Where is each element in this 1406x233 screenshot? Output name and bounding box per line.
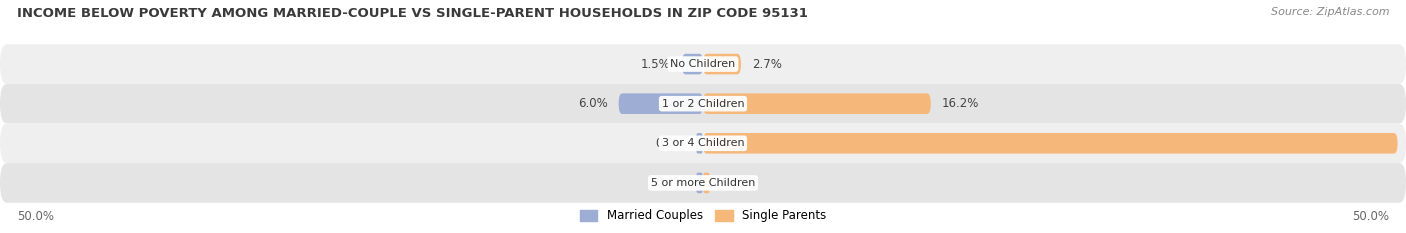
Text: 0.0%: 0.0% — [655, 137, 685, 150]
Text: 5 or more Children: 5 or more Children — [651, 178, 755, 188]
Text: INCOME BELOW POVERTY AMONG MARRIED-COUPLE VS SINGLE-PARENT HOUSEHOLDS IN ZIP COD: INCOME BELOW POVERTY AMONG MARRIED-COUPL… — [17, 7, 807, 20]
FancyBboxPatch shape — [619, 93, 703, 114]
FancyBboxPatch shape — [696, 173, 703, 193]
Text: 1.5%: 1.5% — [641, 58, 671, 71]
FancyBboxPatch shape — [703, 133, 1398, 154]
Text: 0.0%: 0.0% — [655, 176, 685, 189]
FancyBboxPatch shape — [703, 54, 741, 74]
Text: 6.0%: 6.0% — [578, 97, 607, 110]
Text: 50.0%: 50.0% — [17, 210, 53, 223]
FancyBboxPatch shape — [696, 133, 703, 154]
Legend: Married Couples, Single Parents: Married Couples, Single Parents — [575, 205, 831, 227]
Text: 0.0%: 0.0% — [721, 176, 751, 189]
Text: 50.0%: 50.0% — [1353, 210, 1389, 223]
FancyBboxPatch shape — [0, 44, 1406, 84]
Text: 16.2%: 16.2% — [942, 97, 980, 110]
FancyBboxPatch shape — [682, 54, 703, 74]
FancyBboxPatch shape — [703, 173, 710, 193]
FancyBboxPatch shape — [0, 123, 1406, 163]
Text: 2.7%: 2.7% — [752, 58, 782, 71]
FancyBboxPatch shape — [0, 163, 1406, 203]
Text: 3 or 4 Children: 3 or 4 Children — [662, 138, 744, 148]
Text: No Children: No Children — [671, 59, 735, 69]
Text: Source: ZipAtlas.com: Source: ZipAtlas.com — [1271, 7, 1389, 17]
FancyBboxPatch shape — [0, 84, 1406, 123]
FancyBboxPatch shape — [703, 93, 931, 114]
Text: 1 or 2 Children: 1 or 2 Children — [662, 99, 744, 109]
